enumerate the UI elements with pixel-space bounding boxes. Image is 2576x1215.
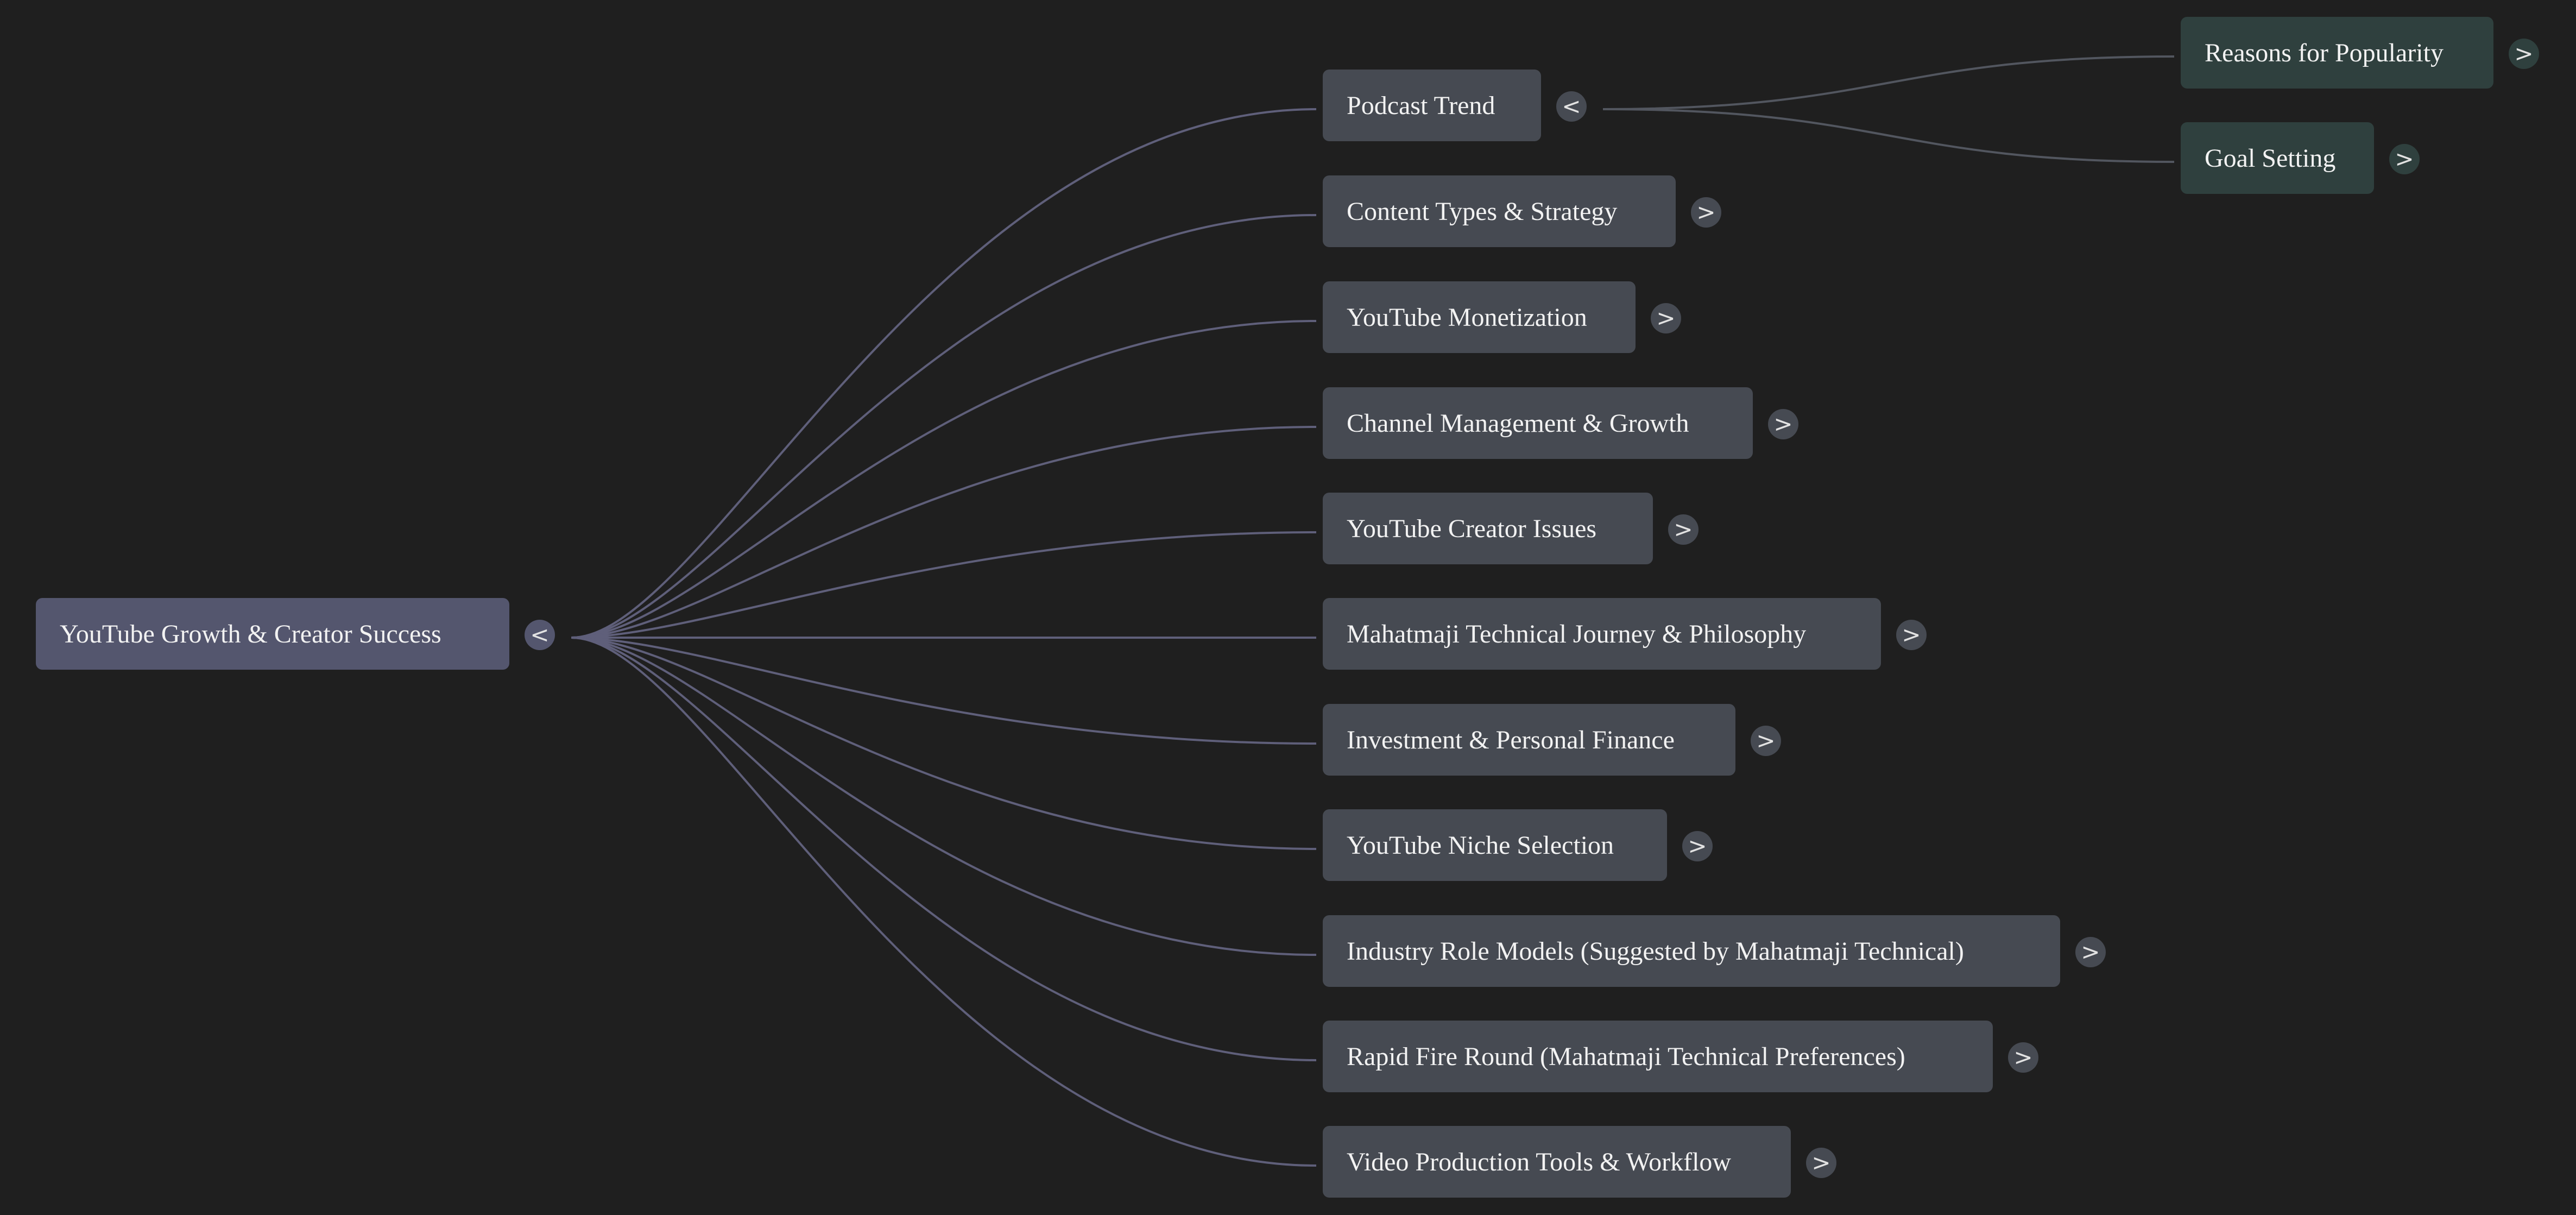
podcast-connector-line-1 bbox=[1602, 108, 2175, 163]
chevron-right-icon: > bbox=[2395, 146, 2414, 172]
chevron-right-icon: > bbox=[1656, 305, 1676, 331]
branch-expand-toggle[interactable]: > bbox=[1751, 726, 1781, 756]
branch-expand-toggle[interactable]: > bbox=[1668, 514, 1699, 545]
connector-line-6 bbox=[571, 637, 1317, 745]
chevron-left-icon: < bbox=[530, 621, 550, 648]
branch-node-rapid-fire-round[interactable]: Rapid Fire Round (Mahatmaji Technical Pr… bbox=[1323, 1021, 1993, 1092]
chevron-right-icon: > bbox=[2514, 40, 2534, 67]
connector-line-10 bbox=[571, 637, 1317, 1167]
branch-node-podcast-trend[interactable]: Podcast Trend bbox=[1323, 70, 1541, 141]
branch-node-industry-role-models[interactable]: Industry Role Models (Suggested by Mahat… bbox=[1323, 915, 2060, 987]
branch-expand-toggle[interactable]: > bbox=[1896, 620, 1927, 650]
branch-node-niche-selection[interactable]: YouTube Niche Selection bbox=[1323, 809, 1667, 881]
leaf-node-reasons-for-popularity[interactable]: Reasons for Popularity bbox=[2181, 17, 2493, 89]
branch-node-label: Podcast Trend bbox=[1347, 91, 1495, 120]
leaf-expand-toggle[interactable]: > bbox=[2389, 144, 2420, 174]
connector-line-1 bbox=[571, 214, 1317, 639]
chevron-left-icon: < bbox=[1562, 93, 1581, 119]
branch-node-youtube-monetization[interactable]: YouTube Monetization bbox=[1323, 281, 1636, 353]
branch-node-label: Investment & Personal Finance bbox=[1347, 725, 1675, 754]
branch-collapse-toggle[interactable]: < bbox=[1556, 91, 1587, 122]
branch-node-label: Mahatmaji Technical Journey & Philosophy bbox=[1347, 619, 1807, 649]
branch-node-mahatmaji-journey[interactable]: Mahatmaji Technical Journey & Philosophy bbox=[1323, 598, 1881, 670]
leaf-expand-toggle[interactable]: > bbox=[2509, 39, 2539, 69]
branch-node-label: Industry Role Models (Suggested by Mahat… bbox=[1347, 936, 1964, 966]
chevron-right-icon: > bbox=[2081, 939, 2100, 965]
branch-node-label: Channel Management & Growth bbox=[1347, 408, 1689, 438]
root-node[interactable]: YouTube Growth & Creator Success bbox=[36, 598, 509, 670]
branch-node-video-production-tools[interactable]: Video Production Tools & Workflow bbox=[1323, 1126, 1791, 1198]
branch-node-label: YouTube Niche Selection bbox=[1347, 830, 1614, 860]
chevron-right-icon: > bbox=[1696, 199, 1716, 225]
root-node-label: YouTube Growth & Creator Success bbox=[60, 619, 441, 649]
branch-node-creator-issues[interactable]: YouTube Creator Issues bbox=[1323, 493, 1653, 564]
chevron-right-icon: > bbox=[1756, 727, 1776, 754]
connector-line-7 bbox=[571, 637, 1317, 850]
branch-expand-toggle[interactable]: > bbox=[1768, 409, 1798, 439]
chevron-right-icon: > bbox=[1902, 621, 1921, 648]
branch-node-content-types[interactable]: Content Types & Strategy bbox=[1323, 175, 1676, 247]
branch-expand-toggle[interactable]: > bbox=[1651, 303, 1681, 333]
chevron-right-icon: > bbox=[1773, 411, 1793, 437]
branch-expand-toggle[interactable]: > bbox=[1806, 1148, 1836, 1178]
chevron-right-icon: > bbox=[1811, 1149, 1831, 1176]
branch-expand-toggle[interactable]: > bbox=[2008, 1042, 2038, 1073]
branch-expand-toggle[interactable]: > bbox=[2075, 937, 2106, 967]
root-collapse-toggle[interactable]: < bbox=[525, 620, 555, 650]
connector-line-8 bbox=[571, 637, 1317, 956]
branch-node-label: Content Types & Strategy bbox=[1347, 197, 1618, 226]
branch-node-label: YouTube Monetization bbox=[1347, 303, 1587, 332]
branch-node-channel-management[interactable]: Channel Management & Growth bbox=[1323, 387, 1753, 459]
branch-expand-toggle[interactable]: > bbox=[1682, 831, 1713, 861]
leaf-node-label: Goal Setting bbox=[2205, 143, 2336, 173]
connector-line-4 bbox=[571, 531, 1317, 639]
leaf-node-label: Reasons for Popularity bbox=[2205, 38, 2444, 67]
leaf-node-goal-setting[interactable]: Goal Setting bbox=[2181, 122, 2374, 194]
branch-node-label: Video Production Tools & Workflow bbox=[1347, 1147, 1732, 1176]
chevron-right-icon: > bbox=[2013, 1044, 2033, 1071]
chevron-right-icon: > bbox=[1674, 516, 1693, 543]
podcast-connector-line-0 bbox=[1602, 55, 2175, 110]
branch-expand-toggle[interactable]: > bbox=[1691, 197, 1721, 228]
branch-node-investment-finance[interactable]: Investment & Personal Finance bbox=[1323, 704, 1735, 776]
connector-line-9 bbox=[571, 637, 1317, 1061]
connector-line-2 bbox=[571, 320, 1317, 639]
connector-line-0 bbox=[571, 108, 1317, 639]
branch-node-label: Rapid Fire Round (Mahatmaji Technical Pr… bbox=[1347, 1042, 1905, 1071]
connector-line-3 bbox=[571, 426, 1317, 639]
chevron-right-icon: > bbox=[1688, 833, 1707, 859]
branch-node-label: YouTube Creator Issues bbox=[1347, 514, 1597, 543]
